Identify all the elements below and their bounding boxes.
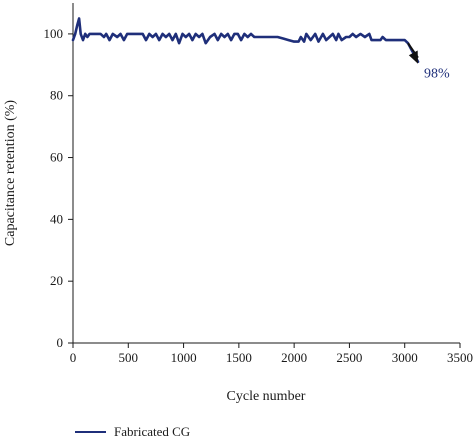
y-tick-label: 80 bbox=[50, 88, 63, 103]
y-tick-label: 60 bbox=[50, 150, 63, 165]
x-tick-label: 0 bbox=[70, 350, 77, 365]
x-ticks: 0 500 1000 1500 2000 2500 3000 3500 bbox=[70, 343, 473, 365]
annotation-layer: 98% bbox=[407, 42, 450, 82]
legend: Fabricated CG bbox=[75, 424, 190, 439]
y-tick-label: 20 bbox=[50, 273, 63, 288]
y-axis-title: Capacitance retention (%) bbox=[3, 100, 18, 246]
annotation-arrowhead bbox=[408, 50, 418, 64]
x-axis-title: Cycle number bbox=[227, 389, 306, 404]
annotation-label-98-percent: 98% bbox=[424, 67, 450, 82]
x-tick-label: 1500 bbox=[226, 350, 252, 365]
x-tick-label: 1000 bbox=[171, 350, 197, 365]
x-tick-label: 2500 bbox=[336, 350, 362, 365]
y-ticks: 0 20 40 60 80 100 bbox=[44, 26, 73, 350]
x-tick-label: 3000 bbox=[392, 350, 418, 365]
plot-area: 0 500 1000 1500 2000 2500 3000 3500 0 20 40 60 80 10… bbox=[44, 3, 473, 365]
legend-label-fabricated-cg: Fabricated CG bbox=[114, 424, 190, 439]
x-tick-label: 500 bbox=[119, 350, 139, 365]
x-tick-label: 2000 bbox=[281, 350, 307, 365]
x-tick-label: 3500 bbox=[447, 350, 473, 365]
y-tick-label: 40 bbox=[50, 211, 63, 226]
y-tick-label: 0 bbox=[57, 335, 64, 350]
series-line-fabricated-cg bbox=[71, 17, 420, 64]
y-tick-label: 100 bbox=[44, 26, 64, 41]
series-layer bbox=[71, 17, 420, 64]
